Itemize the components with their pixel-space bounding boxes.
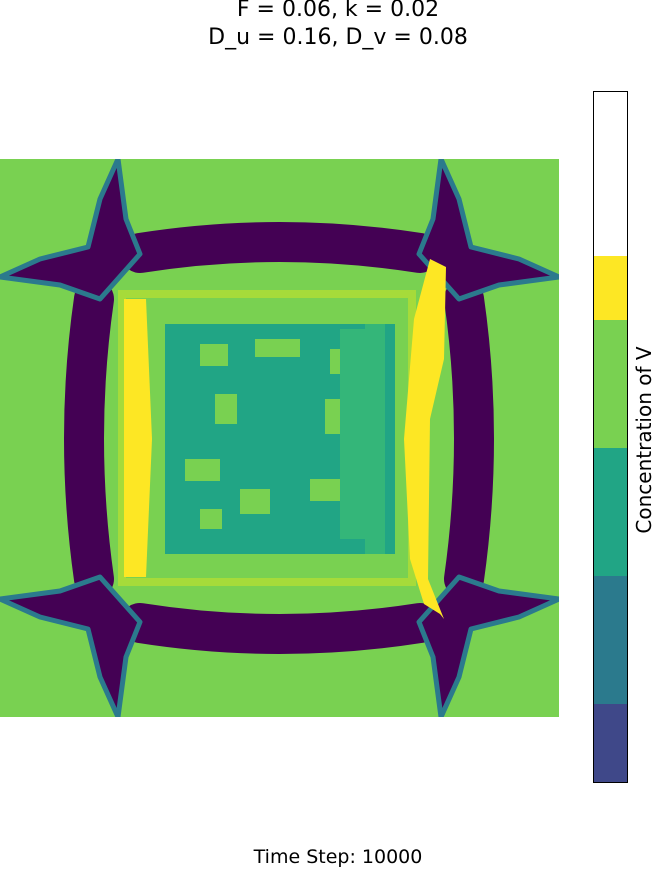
colorbar-segment-teal [594,448,627,576]
heatmap-image [0,159,559,717]
colorbar-segment-white [594,92,627,256]
chart-title: F = 0.06, k = 0.02 D_u = 0.16, D_v = 0.0… [0,0,655,52]
purple-ring [64,222,494,654]
colorbar-segment-blue-teal [594,576,627,704]
yellow-bars [124,259,446,619]
colorbar-segment-green [594,320,627,448]
colorbar [593,91,628,783]
teal-interior [165,324,395,554]
colorbar-segment-yellow [594,256,627,320]
corner-spikes [0,159,559,717]
time-step-label: Time Step: 10000 [253,846,423,868]
colorbar-segment-indigo [594,704,627,782]
title-line-1: F = 0.06, k = 0.02 [236,0,440,22]
title-line-2: D_u = 0.16, D_v = 0.08 [208,25,468,50]
colorbar-label: Concentration of V [632,346,655,534]
